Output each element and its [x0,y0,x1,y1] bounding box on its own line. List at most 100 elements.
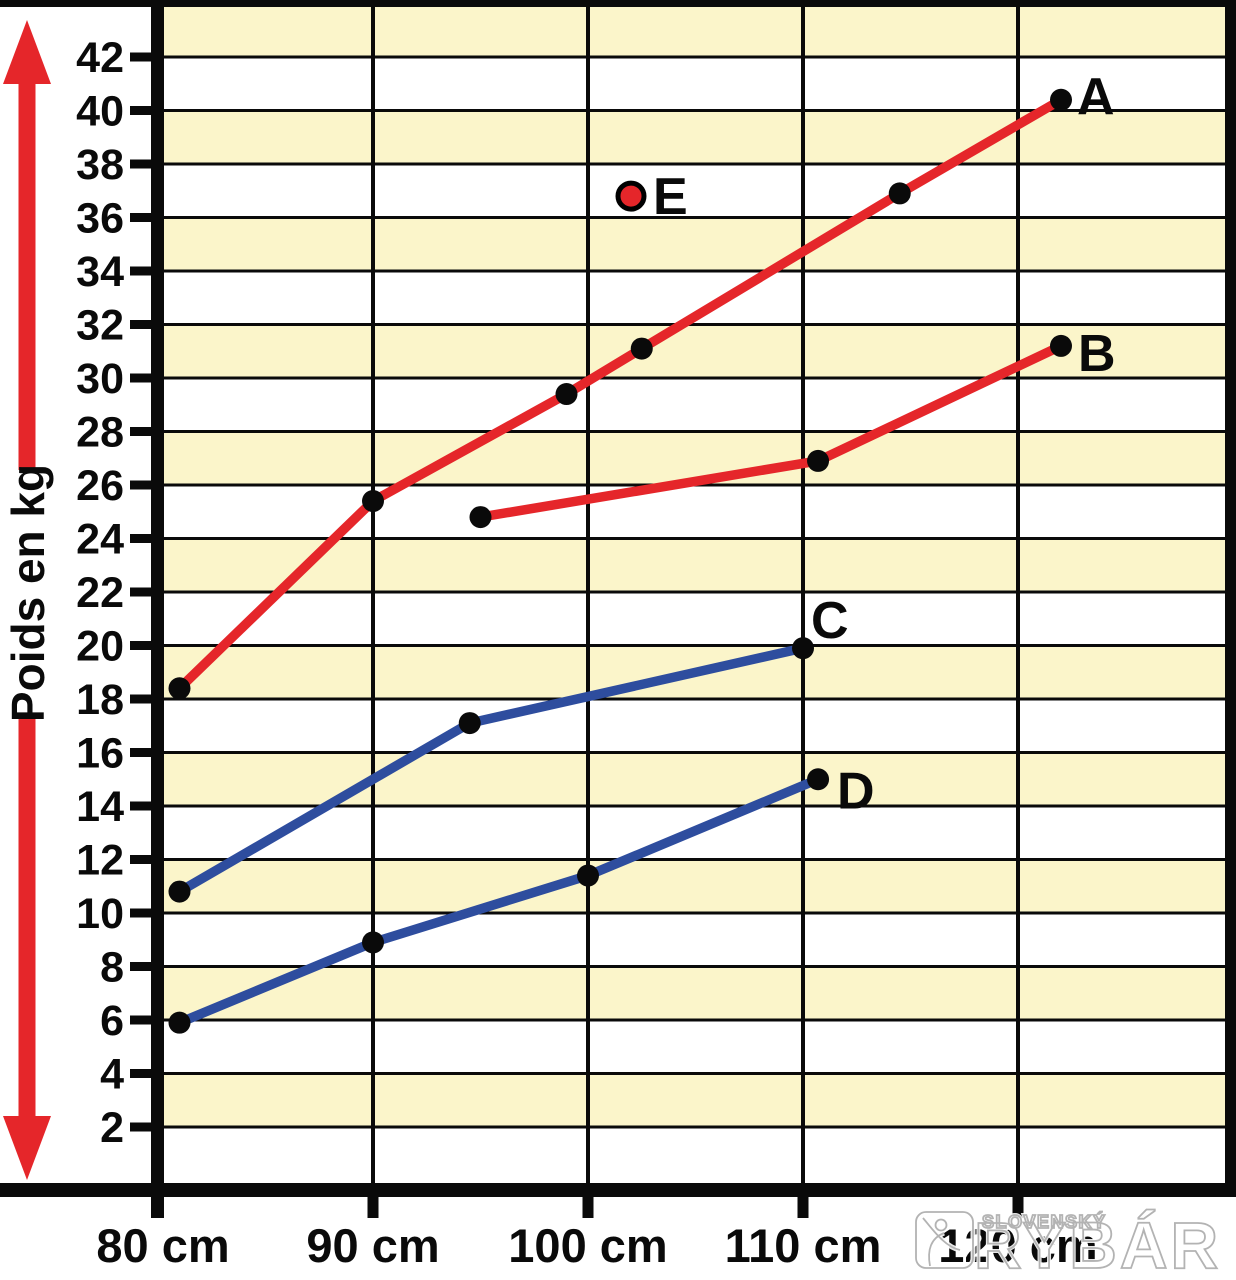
y-tick-label: 12 [76,837,124,885]
y-tick [130,106,152,115]
data-point-D [577,864,599,887]
vertical-gridlines [371,7,1020,1183]
h-gridline [158,751,1225,754]
h-gridline [158,109,1225,112]
x-tick-label: 90 cm [306,1219,439,1272]
y-tick [130,1069,152,1078]
h-gridline [158,1125,1225,1129]
y-tick [130,641,152,650]
y-tick-label: 40 [76,88,124,136]
series-label-A: A [1077,68,1115,126]
top-border [0,0,1236,7]
watermark-small-text: SLOVENSKÝ [982,1211,1107,1232]
band [158,538,1225,592]
y-tick-label: 20 [76,623,124,671]
series-label-D: D [837,762,875,820]
y-tick-label: 8 [100,944,124,992]
series-labels: A B C D E [653,68,1116,820]
y-tick-label: 22 [76,569,124,617]
y-tick-label: 16 [76,730,124,778]
band [158,752,1225,806]
y-tick-label: 34 [76,248,124,296]
y-tick [130,534,152,543]
y-axis-line [151,0,164,1218]
x-tick-label: 100 cm [508,1219,667,1272]
h-gridline [158,1072,1225,1075]
band [158,485,1225,539]
y-tick [130,52,152,62]
data-point-C [792,637,814,660]
watermark-halo: SLOVENSKÝ RYBÁR [913,1206,1221,1280]
data-point-A [888,182,911,205]
band [158,217,1225,271]
band [158,164,1225,218]
y-tick-label: 14 [76,783,124,831]
y-tick-label: 42 [76,34,124,82]
x-tick [797,1197,809,1218]
data-point-A [1050,88,1072,111]
data-point-E [615,180,647,212]
data-point-A [362,490,384,513]
h-gridline [158,858,1225,861]
h-gridline [158,269,1225,273]
v-gridline [371,7,375,1183]
data-point-D [168,1011,191,1034]
y-tick-label: 32 [76,302,124,350]
band [158,110,1225,164]
h-gridline [158,162,1225,166]
series-line-D [174,774,823,1028]
series-label-B: B [1078,325,1116,383]
fisherman-logo-icon [915,1211,974,1269]
h-gridline [158,430,1225,433]
data-point-B [469,506,492,529]
y-tick-label: 38 [76,141,124,189]
watermark-big-text: RYBÁR [974,1208,1221,1280]
fisherman-logo-icon [934,1218,948,1232]
h-gridline [158,804,1225,808]
data-point-D [362,931,384,954]
y-tick [130,213,152,222]
watermark-big-text: RYBÁR [974,1208,1221,1280]
h-gridline [158,55,1225,59]
y-tick-label: 24 [76,516,124,564]
band [158,1020,1225,1074]
band [158,57,1225,111]
x-tick-labels: 80 cm 90 cm 100 cm 110 cm 120 cm [96,1219,1097,1272]
y-tick [130,908,152,918]
right-border [1225,0,1236,1197]
data-point-D [807,768,830,791]
weight-axis-arrow [3,20,51,1180]
data-points [168,88,1072,1034]
watermark-outline: SLOVENSKÝ RYBÁR [915,1207,1221,1280]
series-line-A [174,95,1066,694]
fisherman-logo-icon [928,1232,945,1267]
y-tick-label: 18 [76,676,124,724]
y-tick-label: 26 [76,462,124,510]
data-point-B [1050,334,1072,357]
data-point-A [168,677,191,700]
y-tick-label: 28 [76,409,124,457]
y-tick [130,694,152,704]
h-gridline [158,590,1225,594]
h-gridline [158,216,1225,219]
h-gridline [158,965,1225,968]
data-point-B [807,449,830,472]
y-tick [130,159,152,169]
arrow-down-icon [3,1116,51,1180]
band [158,1127,1225,1183]
arrow-up-icon [3,20,51,84]
h-gridline [158,644,1225,647]
y-tick [130,266,152,276]
band [158,592,1225,646]
watermark-small-text: SLOVENSKÝ [982,1211,1107,1232]
band [158,1073,1225,1127]
y-tick [130,962,152,971]
band [158,859,1225,913]
watermark: SLOVENSKÝ RYBÁR SLOVENSKÝ RYBÁR [913,1206,1221,1280]
band [158,913,1225,967]
h-gridline [158,376,1225,380]
band [158,378,1225,432]
